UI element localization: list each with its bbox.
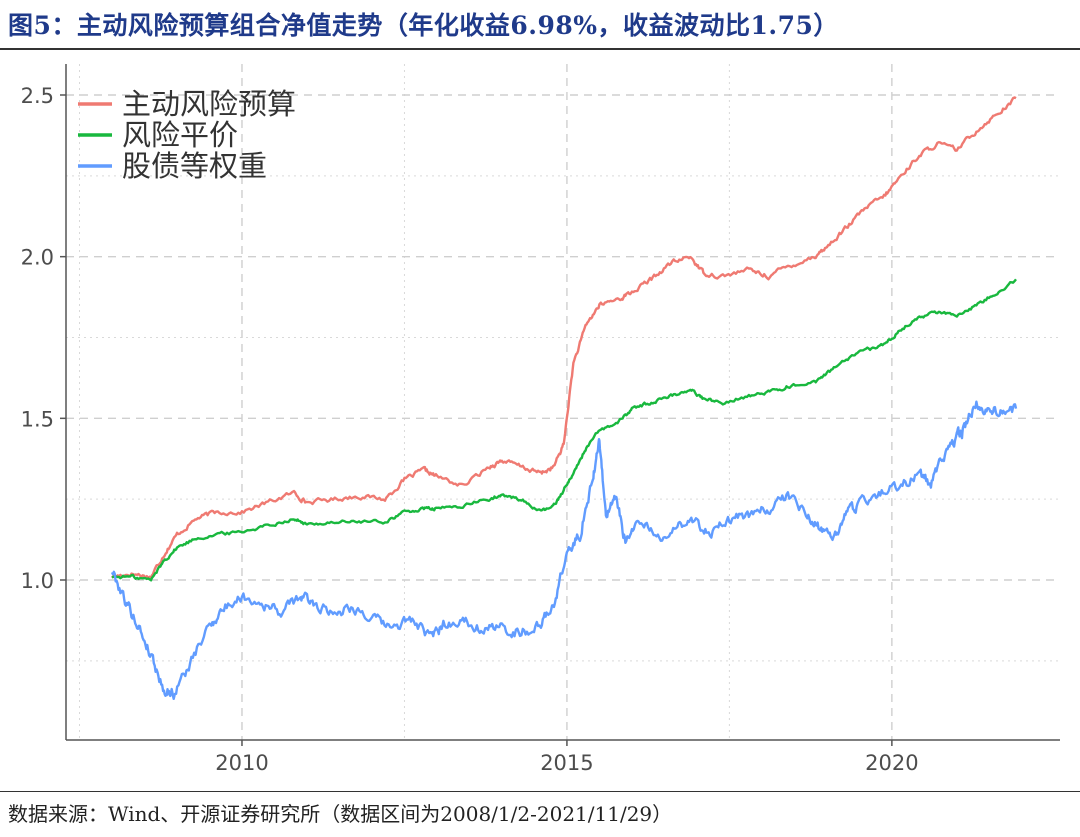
legend-label-1: 主动风险预算 (122, 87, 296, 121)
y-tick-label: 1.0 (21, 569, 54, 593)
series-line-1 (111, 96, 1017, 580)
legend-label-2: 风险平价 (122, 118, 238, 152)
y-tick-label: 2.0 (21, 246, 54, 270)
source-note: 数据来源：Wind、开源证券研究所（数据区间为2008/1/2-2021/11/… (8, 802, 673, 826)
figure-title: 图5：主动风险预算组合净值走势（年化收益6.98%，收益波动比1.75） (8, 11, 839, 40)
x-tick-label: 2010 (215, 751, 268, 775)
tick-labels: 2010 2015 2020 1.0 1.5 2.0 2.5 (21, 84, 919, 775)
series-line-2 (111, 278, 1017, 582)
top-rule (0, 48, 1080, 50)
bottom-rule (0, 791, 1080, 792)
y-tick-label: 2.5 (21, 84, 54, 108)
series-lines (110, 96, 1018, 700)
x-tick-label: 2015 (540, 751, 593, 775)
legend-label-3: 股债等权重 (122, 149, 267, 183)
y-tick-label: 1.5 (21, 407, 54, 431)
axes (60, 64, 1060, 746)
x-tick-label: 2020 (865, 751, 918, 775)
series-line-3 (110, 400, 1018, 700)
